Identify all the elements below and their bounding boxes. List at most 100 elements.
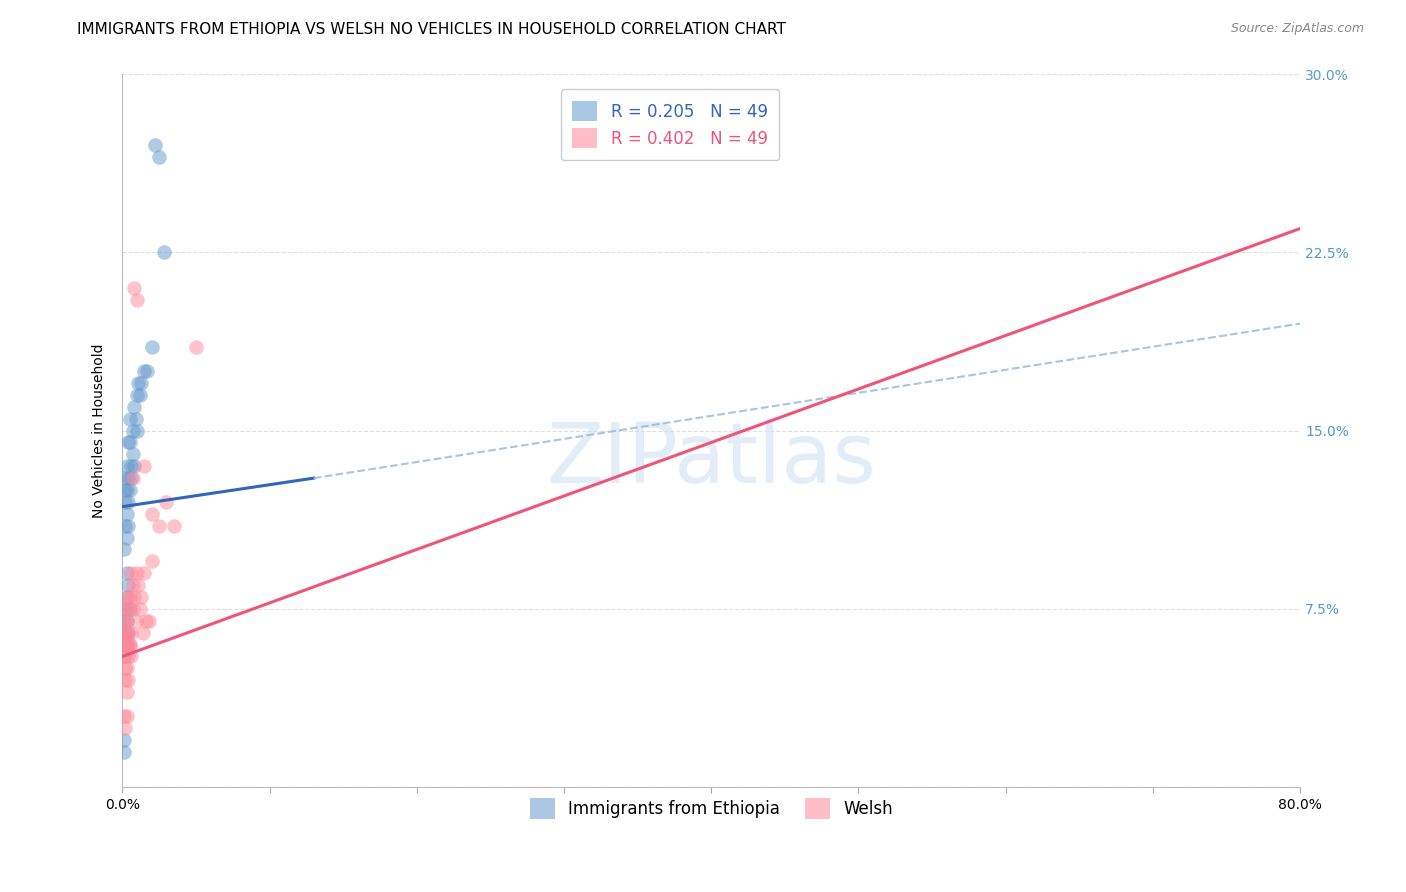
Point [120,625,142,640]
Point [112,649,135,664]
Point [125,293,148,307]
Point [128,578,150,592]
Point [117,602,139,616]
Point [132,625,155,640]
Point [122,590,145,604]
Point [114,625,136,640]
Point [138,614,160,628]
Point [118,602,141,616]
Point [143,138,166,153]
Point [117,673,139,688]
Point [141,340,163,354]
Point [114,649,136,664]
Point [135,614,157,628]
Point [122,400,145,414]
Point [114,721,136,735]
Point [152,245,174,260]
Point [115,507,138,521]
Point [124,614,146,628]
Point [121,471,143,485]
Point [121,578,143,592]
Point [115,638,138,652]
Point [163,518,186,533]
Point [155,495,177,509]
Point [120,471,142,485]
Point [114,518,136,533]
Point [115,638,138,652]
Point [120,566,142,581]
Point [112,709,135,723]
Point [125,566,148,581]
Point [115,590,138,604]
Point [112,614,135,628]
Y-axis label: No Vehicles in Household: No Vehicles in Household [93,343,107,518]
Point [134,566,156,581]
Point [141,554,163,568]
Point [120,459,142,474]
Point [114,495,136,509]
Point [118,638,141,652]
Point [114,625,136,640]
Point [115,566,138,581]
Point [141,507,163,521]
Point [129,388,152,402]
Point [121,447,143,461]
Point [125,424,148,438]
Point [128,376,150,390]
Point [121,602,143,616]
Point [136,364,159,378]
Point [117,495,139,509]
Point [148,150,170,164]
Text: ZIPatlas: ZIPatlas [547,418,876,500]
Point [121,424,143,438]
Point [115,531,138,545]
Point [115,685,138,699]
Point [112,614,135,628]
Point [134,459,156,474]
Legend: Immigrants from Ethiopia, Welsh: Immigrants from Ethiopia, Welsh [523,791,900,825]
Point [112,745,135,759]
Point [112,625,135,640]
Point [117,638,139,652]
Point [124,411,146,425]
Point [112,638,135,652]
Point [112,542,135,557]
Point [134,364,156,378]
Point [117,649,139,664]
Point [118,435,141,450]
Point [118,590,141,604]
Point [118,411,141,425]
Point [117,625,139,640]
Point [117,518,139,533]
Point [115,709,138,723]
Text: Source: ZipAtlas.com: Source: ZipAtlas.com [1230,22,1364,36]
Point [117,578,139,592]
Point [115,614,138,628]
Point [122,281,145,295]
Point [117,471,139,485]
Point [129,602,152,616]
Point [114,638,136,652]
Point [114,661,136,675]
Point [112,732,135,747]
Point [114,602,136,616]
Point [112,471,135,485]
Point [122,459,145,474]
Point [114,673,136,688]
Point [115,483,138,497]
Point [117,435,139,450]
Point [118,483,141,497]
Point [184,340,207,354]
Text: IMMIGRANTS FROM ETHIOPIA VS WELSH NO VEHICLES IN HOUSEHOLD CORRELATION CHART: IMMIGRANTS FROM ETHIOPIA VS WELSH NO VEH… [77,22,786,37]
Point [114,602,136,616]
Point [118,638,141,652]
Point [115,614,138,628]
Point [148,518,170,533]
Point [120,649,142,664]
Point [117,625,139,640]
Point [131,376,153,390]
Point [115,590,138,604]
Point [115,661,138,675]
Point [131,590,153,604]
Point [115,459,138,474]
